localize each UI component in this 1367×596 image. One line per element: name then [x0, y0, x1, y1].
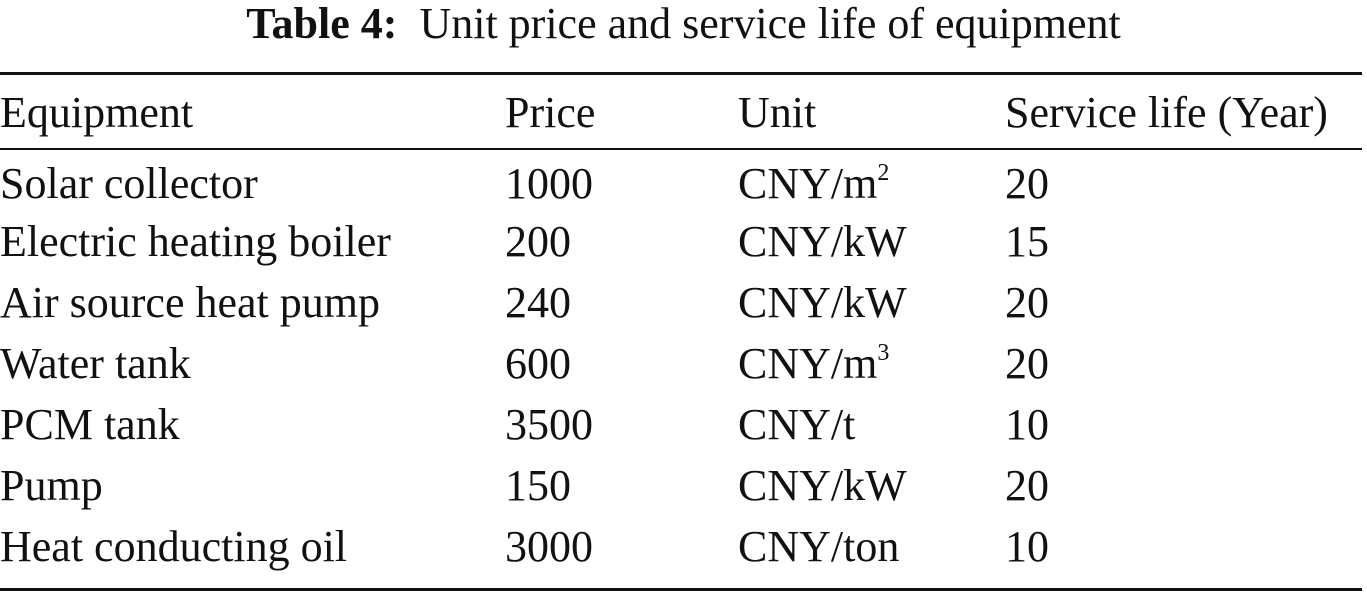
table-row: PCM tank 3500 CNY/t 10 — [0, 394, 1362, 455]
table-caption: Table 4: Unit price and service life of … — [0, 0, 1367, 58]
unit-text: CNY/kW — [738, 278, 907, 327]
unit-text: CNY/m — [738, 339, 878, 388]
cell-price: 3000 — [505, 522, 593, 571]
cell-service-life: 20 — [1005, 159, 1049, 208]
cell-service-life: 20 — [1005, 339, 1049, 388]
cell-unit: CNY/kW — [738, 455, 1005, 516]
header-unit: Unit — [738, 88, 817, 137]
unit-text: CNY/kW — [738, 217, 907, 266]
unit-text: CNY/t — [738, 400, 856, 449]
table-row: Solar collector 1000 CNY/m2 20 — [0, 150, 1362, 211]
header-equipment: Equipment — [0, 88, 194, 137]
cell-price: 3500 — [505, 400, 593, 449]
cell-service-life: 20 — [1005, 461, 1049, 510]
cell-equipment: Pump — [0, 461, 103, 510]
cell-price: 200 — [505, 217, 571, 266]
cell-service-life: 20 — [1005, 278, 1049, 327]
cell-equipment: Electric heating boiler — [0, 217, 391, 266]
table-caption-label: Table 4: — [246, 0, 398, 48]
header-service-life: Service life (Year) — [1005, 88, 1328, 137]
unit-text: CNY/m — [738, 159, 878, 208]
unit-exponent: 3 — [877, 340, 890, 366]
cell-unit: CNY/kW — [738, 211, 1005, 272]
cell-unit: CNY/ton — [738, 516, 1005, 577]
table-row: Pump 150 CNY/kW 20 — [0, 455, 1362, 516]
equipment-table: Equipment Price Unit Service life (Year)… — [0, 75, 1362, 577]
unit-text: CNY/kW — [738, 461, 907, 510]
cell-equipment: Air source heat pump — [0, 278, 380, 327]
table-caption-title: Unit price and service life of equipment — [419, 0, 1121, 48]
table-row: Heat conducting oil 3000 CNY/ton 10 — [0, 516, 1362, 577]
cell-equipment: Heat conducting oil — [0, 522, 348, 571]
unit-text: CNY/ton — [738, 522, 900, 571]
cell-unit: CNY/m2 — [738, 150, 1005, 211]
cell-service-life: 15 — [1005, 217, 1049, 266]
table-row: Air source heat pump 240 CNY/kW 20 — [0, 272, 1362, 333]
table-top-rule — [0, 72, 1362, 75]
cell-unit: CNY/m3 — [738, 333, 1005, 394]
cell-unit: CNY/t — [738, 394, 1005, 455]
cell-service-life: 10 — [1005, 522, 1049, 571]
header-price: Price — [505, 88, 596, 137]
cell-equipment: Water tank — [0, 339, 191, 388]
cell-equipment: Solar collector — [0, 159, 258, 208]
cell-price: 150 — [505, 461, 571, 510]
cell-price: 240 — [505, 278, 571, 327]
cell-price: 1000 — [505, 159, 593, 208]
table-header-rule — [0, 148, 1362, 150]
cell-price: 600 — [505, 339, 571, 388]
table-row: Electric heating boiler 200 CNY/kW 15 — [0, 211, 1362, 272]
cell-unit: CNY/kW — [738, 272, 1005, 333]
table-bottom-rule — [0, 588, 1362, 591]
table-row: Water tank 600 CNY/m3 20 — [0, 333, 1362, 394]
cell-equipment: PCM tank — [0, 400, 180, 449]
table-header-row: Equipment Price Unit Service life (Year) — [0, 75, 1362, 150]
cell-service-life: 10 — [1005, 400, 1049, 449]
unit-exponent: 2 — [877, 160, 890, 186]
